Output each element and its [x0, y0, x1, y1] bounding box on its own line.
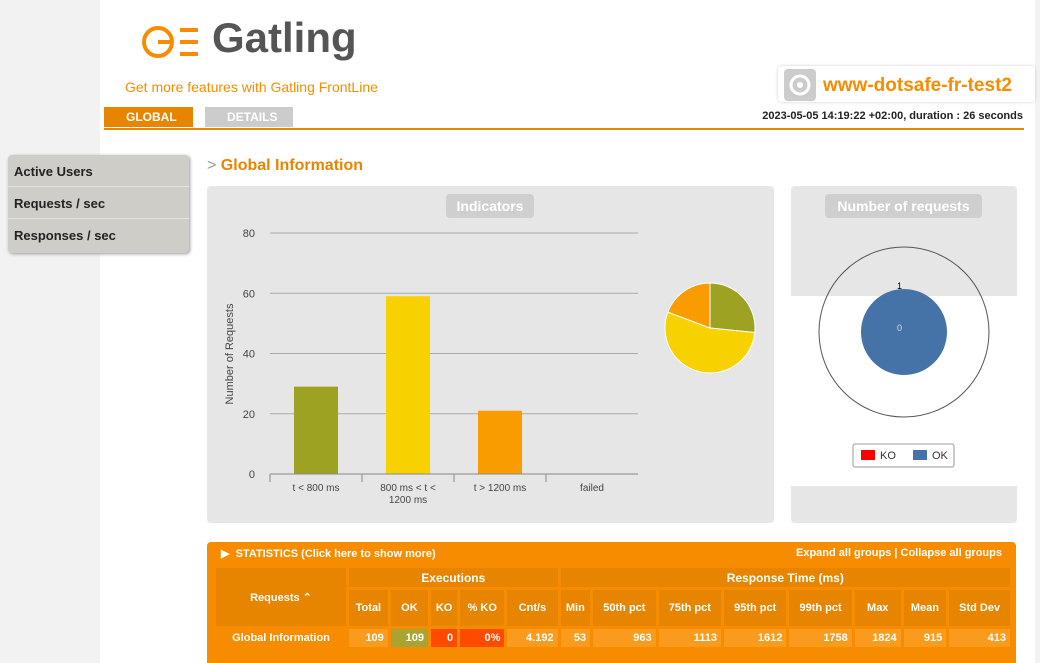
y-tick-label: 80	[243, 228, 255, 240]
indicators-panel: Indicators 0 20 40 60 80 Number of Requests t …	[207, 186, 774, 523]
section-title: > Global Information	[207, 157, 364, 174]
x-tick-label: failed	[580, 483, 604, 494]
tab-details[interactable]: DETAILS	[205, 107, 293, 127]
run-info: 2023-05-05 14:19:22 +02:00, duration : 2…	[762, 110, 1023, 122]
y-tick-label: 40	[243, 349, 255, 361]
y-tick-label: 0	[249, 469, 255, 481]
simulation-box: www-dotsafe-fr-test2	[778, 66, 1035, 102]
pie-slice	[667, 282, 711, 329]
x-tick-label: t > 1200 ms	[474, 483, 527, 494]
gauge-ring	[818, 246, 990, 418]
cell: 0	[431, 629, 458, 647]
col-header: Requests ⌃	[216, 568, 346, 626]
section-title-text: Global Information	[220, 157, 364, 174]
panel-title: Indicators	[446, 194, 534, 218]
statistics: ▶ STATISTICS (Click here to show more) E…	[207, 542, 1016, 663]
cell: 1113	[658, 629, 721, 647]
col-header[interactable]: KO	[431, 590, 458, 626]
header-row: Requests ⌃ Executions Response Time (ms)	[216, 568, 1010, 626]
gauge-label: 1	[897, 281, 902, 291]
bar	[478, 410, 522, 474]
pie-slice	[664, 311, 756, 374]
group-header: Response Time (ms)	[560, 568, 1010, 587]
menu-item[interactable]: Responses / sec	[14, 228, 116, 243]
stats-title-text[interactable]: STATISTICS (Click here to show more)	[235, 548, 436, 560]
legend-swatch	[861, 450, 875, 460]
logo: Gatling	[212, 14, 357, 61]
simulation-name: www-dotsafe-fr-test2	[823, 75, 1012, 96]
cell: 915	[903, 629, 947, 647]
cell: 0%	[460, 629, 505, 647]
stats-links[interactable]: Expand all groups | Collapse all groups	[795, 547, 1002, 559]
sidebar: Active Users Requests / sec Responses / …	[8, 155, 189, 253]
col-header[interactable]: Total	[349, 590, 388, 626]
col-header[interactable]: 75th pct	[658, 590, 721, 626]
y-tick-label: 60	[243, 288, 255, 300]
tab-line	[104, 128, 1024, 130]
header-row: Total OK KO% KO Cnt/s Min 50th pct 75th pct 95t…	[216, 590, 1010, 626]
x-tick-label: t < 800 ms	[293, 483, 340, 494]
legend-label: KO	[880, 450, 896, 462]
logo-icon	[142, 26, 198, 58]
indicators-chart: 0 20 40 60 80 Number of Requests t < 800 ms 800…	[224, 228, 756, 506]
menu-item[interactable]: Active Users	[8, 155, 189, 187]
col-header[interactable]: Std Dev	[949, 590, 1010, 626]
col-header[interactable]: 50th pct	[593, 590, 656, 626]
col-header[interactable]: Max	[854, 590, 901, 626]
cell: 963	[593, 629, 656, 647]
data-row: Global Information 109 109 0 0% 4.192 53 963 111…	[216, 629, 1010, 647]
cell: 109	[390, 629, 429, 647]
stats-table: Requests ⌃ Executions Response Time (ms) To…	[213, 565, 1013, 650]
col-header[interactable]: 99th pct	[789, 590, 852, 626]
gauge-fill	[861, 289, 947, 375]
target-icon	[784, 69, 816, 101]
cell: 413	[949, 629, 1010, 647]
bar	[386, 296, 430, 474]
gauge-label: 0	[897, 323, 902, 333]
cell: 4.192	[507, 629, 558, 647]
menu-item[interactable]: Requests / sec	[8, 187, 189, 219]
cell: 1824	[854, 629, 901, 647]
cell: 109	[349, 629, 388, 647]
group-header: Executions	[349, 568, 558, 587]
y-tick-label: 20	[243, 409, 255, 421]
legend-label: OK	[932, 450, 949, 462]
promo[interactable]: Get more features with Gatling FrontLine	[125, 79, 378, 95]
cell: 1612	[723, 629, 787, 647]
legend-box	[852, 443, 955, 468]
row-label: Global Information	[216, 629, 346, 647]
panel-title: Number of requests	[825, 194, 982, 218]
stats-title[interactable]: ▶ STATISTICS (Click here to show more)	[221, 548, 436, 560]
pie-slice	[709, 282, 756, 334]
y-axis-label: Number of Requests	[224, 303, 236, 404]
legend-swatch	[913, 450, 927, 460]
cell: 53	[560, 629, 591, 647]
cell: 1758	[789, 629, 852, 647]
col-header[interactable]: OK	[390, 590, 429, 626]
col-header[interactable]: Cnt/s	[507, 590, 558, 626]
col-header[interactable]: Mean	[903, 590, 947, 626]
requests-chart: 1 0 KO OK	[791, 246, 1017, 486]
col-header[interactable]: 95th pct	[723, 590, 787, 626]
bar	[294, 386, 338, 474]
col-header[interactable]: % KO	[460, 590, 505, 626]
requests-panel: Number of requests 1 0 KO OK	[791, 186, 1017, 523]
x-tick-label: 800 ms < t <1200 ms	[380, 483, 436, 506]
col-header[interactable]: Min	[560, 590, 591, 626]
tab-global[interactable]: GLOBAL	[104, 107, 193, 127]
